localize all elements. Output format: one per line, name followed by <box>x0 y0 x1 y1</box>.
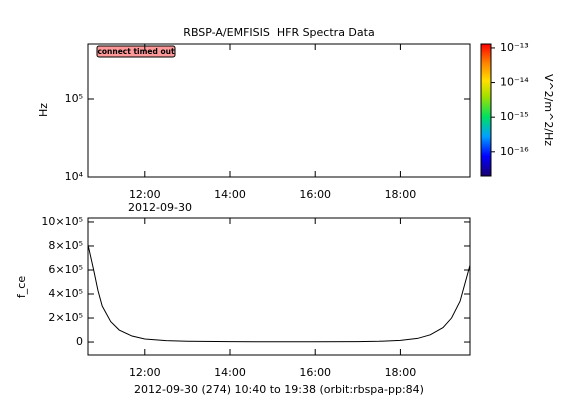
annotation-box <box>96 45 176 58</box>
y-tick-label: 8×10⁵ <box>48 239 83 252</box>
x-axis-label: 2012-09-30 (274) 10:40 to 19:38 (orbit:r… <box>134 383 424 396</box>
colorbar-tick-label: 10⁻¹⁴ <box>500 76 529 89</box>
colorbar-label: V^2/m^2/Hz <box>542 74 555 146</box>
x-tick-label: 12:00 <box>129 366 161 379</box>
colorbar-tick-label: 10⁻¹³ <box>500 41 529 54</box>
x-date: 2012-09-30 <box>128 201 192 214</box>
y-axis-label: f_ce <box>15 276 28 298</box>
x-tick-label: 14:00 <box>214 188 246 201</box>
annotation: connect timed out <box>97 47 175 56</box>
x-tick-label: 18:00 <box>385 366 417 379</box>
y-tick-label: 6×10⁵ <box>48 263 83 276</box>
colorbar-tick-label: 10⁻¹⁵ <box>500 110 529 123</box>
y-tick-label: 4×10⁵ <box>48 287 83 300</box>
x-tick-label: 16:00 <box>299 188 331 201</box>
y-tick-label: 0 <box>76 335 83 348</box>
colorbar <box>480 43 492 177</box>
x-tick-label: 14:00 <box>214 366 246 379</box>
y-axis-label: Hz <box>37 103 50 117</box>
plot-frame <box>87 217 471 356</box>
plot-frame <box>87 43 471 178</box>
x-tick-label: 12:00 <box>129 188 161 201</box>
y-tick-label: 10×10⁵ <box>41 215 83 228</box>
colorbar-tick-label: 10⁻¹⁶ <box>500 145 529 158</box>
line <box>87 244 471 343</box>
y-tick-label: 10⁴ <box>65 170 84 183</box>
x-tick-label: 16:00 <box>299 366 331 379</box>
chart-title: RBSP-A/EMFISIS HFR Spectra Data <box>183 26 374 39</box>
x-tick-label: 18:00 <box>385 188 417 201</box>
y-tick-label: 2×10⁵ <box>48 311 83 324</box>
y-tick-label: 10⁵ <box>65 92 83 105</box>
